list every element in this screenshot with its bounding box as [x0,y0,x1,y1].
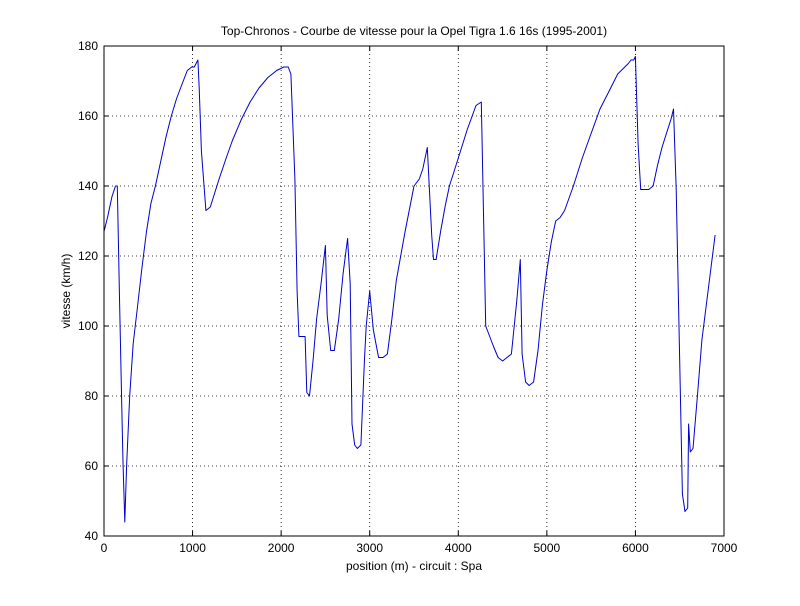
y-tick-label: 100 [78,319,98,333]
speed-series-line [103,56,716,523]
x-tick-label: 0 [101,541,108,555]
x-tick-label: 4000 [445,541,472,555]
y-axis-label: vitesse (km/h) [59,254,73,329]
y-tick-label: 160 [78,109,98,123]
axis-ticks: 0 1000 2000 3000 4000 5000 6000 7000 40 60 80 100 12… [78,39,738,555]
y-tick-label: 60 [85,459,99,473]
plot-area [104,46,724,536]
x-tick-label: 3000 [356,541,383,555]
x-tick-label: 7000 [711,541,738,555]
y-tick-label: 140 [78,179,98,193]
series-group [103,56,716,523]
y-tick-label: 120 [78,249,98,263]
x-tick-label: 2000 [268,541,295,555]
x-tick-label: 5000 [534,541,561,555]
chart-title: Top-Chronos - Courbe de vitesse pour la … [221,24,607,38]
y-tick-label: 80 [85,389,99,403]
x-axis-label: position (m) - circuit : Spa [346,559,482,573]
plot-frame [103,45,725,537]
y-tick-label: 180 [78,39,98,53]
y-tick-label: 40 [85,529,99,543]
x-tick-label: 1000 [179,541,206,555]
x-tick-label: 6000 [622,541,649,555]
